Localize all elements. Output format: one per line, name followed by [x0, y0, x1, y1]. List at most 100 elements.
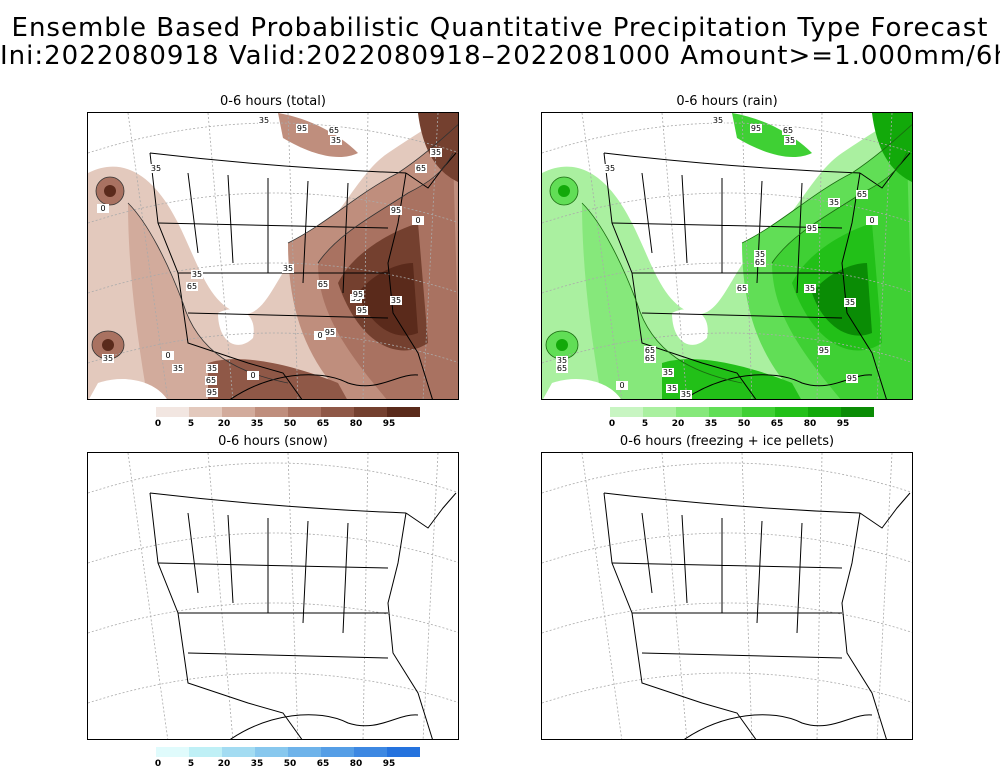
- contour-label-bg: [390, 206, 402, 215]
- contour-label: 35: [667, 384, 677, 393]
- panel-title-total: 0-6 hours (total): [220, 94, 326, 109]
- contour-label-bg: [186, 282, 198, 291]
- panel-title-snow: 0-6 hours (snow): [218, 434, 328, 449]
- colorbar-snow-tick-label: 20: [217, 759, 231, 769]
- contour-label: 95: [391, 206, 401, 215]
- contour-label: 35: [331, 136, 341, 145]
- colorbar-total-tick-label: 50: [283, 419, 297, 429]
- contour-label: 0: [317, 331, 322, 340]
- contour-label-bg: [415, 164, 427, 173]
- colorbar-rain-swatch: [742, 407, 775, 417]
- contour-label: 65: [783, 126, 793, 135]
- colorbar-total-tick-label: 80: [349, 419, 363, 429]
- colorbar-total-tick-label: 65: [316, 419, 330, 429]
- graticule-ice: [542, 453, 912, 739]
- contour-label: 0: [165, 351, 170, 360]
- colorbar-snow-tick-label: 50: [283, 759, 297, 769]
- colorbar-snow-labels: 0 5 20 35 50 65 80 95: [155, 759, 456, 771]
- boundaries-ice: [603, 492, 911, 739]
- contour-label: 0: [250, 371, 255, 380]
- contour-label: 95: [357, 306, 367, 315]
- contour-label-bg: [205, 376, 217, 385]
- contour-label-bg: [162, 351, 174, 360]
- contour-label-bg: [556, 356, 568, 365]
- contour-label-bg: [356, 306, 368, 315]
- panel-title-ice: 0-6 hours (freezing + ice pellets): [619, 434, 835, 449]
- main-title-line2: Ini:2022080918 Valid:2022080918–20220810…: [0, 41, 1000, 71]
- contour-label: 35: [391, 296, 401, 305]
- contour-label-bg: [604, 164, 616, 173]
- map-ice: [541, 452, 913, 740]
- colorbar-total-swatch: [354, 407, 387, 417]
- contour-label-bg: [844, 298, 856, 307]
- contour-label-bg: [754, 250, 766, 259]
- map-snow-svg: [88, 453, 458, 739]
- colorbar-total-labels: 0 5 20 35 50 65 80 95: [155, 419, 456, 431]
- colorbar-snow-swatch: [156, 747, 189, 757]
- contour-label-bg: [804, 284, 816, 293]
- graticule-total: [88, 113, 458, 399]
- contour-label: 65: [737, 284, 747, 293]
- contour-label-bg: [97, 204, 109, 213]
- contour-label: 35: [173, 364, 183, 373]
- colorbar-total-swatch: [255, 407, 288, 417]
- contour-label-bg: [324, 328, 336, 337]
- contour-label: 35: [663, 368, 673, 377]
- graticule-snow: [88, 453, 458, 739]
- contour-label: 35: [192, 270, 202, 279]
- colorbar-snow-swatches: [156, 747, 420, 757]
- contour-label: 65: [755, 258, 765, 267]
- map-total-svg: 3595653535650359503535656535095359595353…: [88, 113, 458, 399]
- colorbar-snow-tick-label: 5: [187, 759, 195, 769]
- map-ice-svg: [542, 453, 912, 739]
- contour-label: 65: [329, 126, 339, 135]
- map-snow: [87, 452, 459, 740]
- contour-label: 65: [318, 280, 328, 289]
- map-rain: 35 95 65 35 35 65 35 95 0 35 65 35 65 65 35 95 95 35 65 35 3…: [541, 112, 913, 400]
- colorbar-total-swatch: [288, 407, 321, 417]
- colorbar-snow-tick-label: 35: [250, 759, 264, 769]
- contour-label: 35: [829, 198, 839, 207]
- colorbar-rain-tick-label: 0: [608, 419, 616, 429]
- colorbar-total-swatch: [387, 407, 420, 417]
- contour-label-bg: [662, 368, 674, 377]
- panel-title-rain: 0-6 hours (rain): [676, 94, 778, 109]
- colorbar-total-swatch: [321, 407, 354, 417]
- colorbar-rain-swatch: [643, 407, 676, 417]
- contour-label: 95: [207, 388, 217, 397]
- contour-label-bg: [317, 280, 329, 289]
- colorbar-snow-swatch: [321, 747, 354, 757]
- colorbar-snow-tick-label: 95: [382, 759, 396, 769]
- contour-label-bg: [314, 331, 326, 340]
- colorbar-snow-swatch: [255, 747, 288, 757]
- colorbar-rain-tick-label: 65: [770, 419, 784, 429]
- contour-label-bg: [806, 224, 818, 233]
- contour-label-bg: [390, 296, 402, 305]
- contour-label: 35: [103, 354, 113, 363]
- contour-label: 95: [807, 224, 817, 233]
- colorbar-snow-swatch: [288, 747, 321, 757]
- contour-label-bg: [172, 364, 184, 373]
- colorbar-rain-swatches: [610, 407, 874, 417]
- contour-label-bg: [784, 136, 796, 145]
- colorbar-snow-tick-label: 65: [316, 759, 330, 769]
- contour-label: 35: [755, 250, 765, 259]
- colorbar-total-swatch: [222, 407, 255, 417]
- contour-label: 35: [713, 116, 723, 125]
- graticule-rain: [542, 113, 912, 399]
- contour-label: 35: [805, 284, 815, 293]
- contour-label-bg: [556, 364, 568, 373]
- colorbar-total-swatches: [156, 407, 420, 417]
- colorbar-rain-tick-label: 20: [671, 419, 685, 429]
- contour-label-bg: [736, 284, 748, 293]
- contour-label: 0: [415, 216, 420, 225]
- precip-shading-rain: [542, 113, 912, 399]
- contour-label: 35: [431, 148, 441, 157]
- boundaries-rain: [603, 152, 911, 399]
- colorbar-rain-tick-label: 50: [737, 419, 751, 429]
- contour-label: 35: [259, 116, 269, 125]
- contour-label: 35: [785, 136, 795, 145]
- contour-label-bg: [712, 116, 724, 125]
